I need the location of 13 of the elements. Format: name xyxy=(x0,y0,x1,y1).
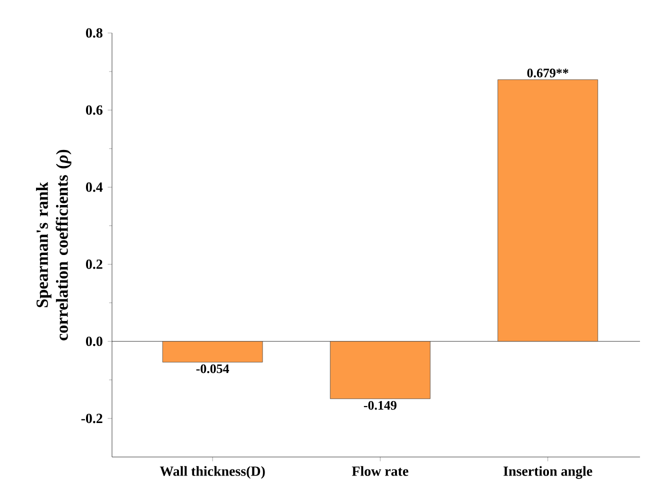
y-tick-label: 0.4 xyxy=(86,182,103,192)
x-tick-label: Insertion angle xyxy=(504,466,592,479)
data-label: -0.054 xyxy=(196,364,230,374)
x-tick-label: Wall thickness(D) xyxy=(160,466,265,479)
x-tick-label: Flow rate xyxy=(352,466,408,476)
y-axis-title: Spearman's rank correlation coefficients (ρ) xyxy=(36,150,72,340)
y-tick-label: -0.2 xyxy=(81,414,102,424)
y-tick-label: 0.6 xyxy=(86,105,102,115)
y-tick-label: 0.2 xyxy=(86,260,102,270)
data-label: 0.679** xyxy=(527,68,568,78)
data-label: -0.149 xyxy=(364,400,396,410)
y-tick-label: 0.8 xyxy=(86,28,102,38)
y-tick-label: 0.0 xyxy=(86,336,102,346)
